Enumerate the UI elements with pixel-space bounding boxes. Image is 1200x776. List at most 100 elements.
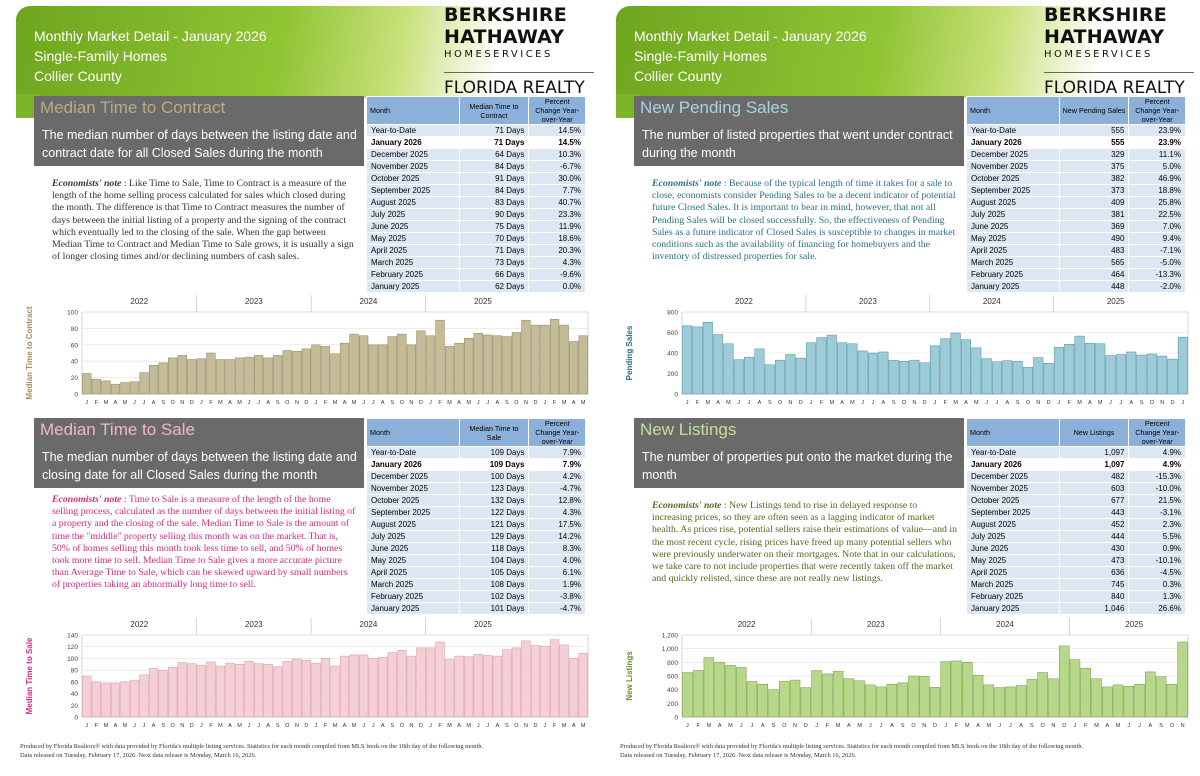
bar [416,647,426,718]
x-tick-label: J [133,723,136,729]
bar [744,356,755,395]
table-cell: -4.7% [528,602,586,615]
table-cell: 104 Days [458,554,530,567]
table-cell: 109 Days [458,446,530,459]
bar [397,649,407,718]
x-tick-label: N [295,723,299,729]
table-cell: 9.4% [1128,232,1186,245]
table-cell: 10.3% [528,148,586,161]
bar [91,681,101,718]
x-tick-label: A [457,400,461,406]
x-tick-label: J [740,723,743,729]
table-cell: -13.3% [1128,268,1186,281]
x-tick-label: A [266,400,270,406]
x-tick-label: J [996,400,999,406]
x-tick-label: M [562,723,567,729]
table-cell: 444 [1058,530,1130,543]
bar [1167,358,1178,395]
y-tick-label: 600 [667,330,678,337]
y-tick-label: 600 [667,674,678,681]
bar [692,670,704,718]
table-cell: 482 [1058,470,1130,483]
bar [120,681,130,718]
table-row: March 2025 73 Days 4.3% [366,256,586,269]
x-tick-label: J [248,723,251,729]
x-tick-label: N [1160,400,1164,406]
table-cell: 1,046 [1058,602,1130,615]
x-tick-label: M [237,400,242,406]
table-row: August 2025 409 25.8% [966,196,1186,209]
x-tick-label: J [477,400,480,406]
bar [888,359,899,395]
table-row: December 2025 100 Days 4.2% [366,470,586,483]
table-cell: June 2025 [966,220,1060,233]
bar [425,647,436,718]
x-tick-label: A [572,400,576,406]
x-tick-label: O [285,723,290,729]
table-cell: March 2025 [366,578,460,591]
bar [549,319,560,395]
x-tick-label: A [1129,400,1133,406]
bar [746,681,758,718]
table-cell: December 2025 [366,470,460,483]
x-tick-label: J [544,400,547,406]
table-cell: November 2025 [366,160,460,173]
x-tick-label: J [486,723,489,729]
bar [897,682,908,718]
x-tick-label: M [850,400,855,406]
table-cell: 4.9% [1128,446,1186,459]
table-cell: 84 Days [458,184,530,197]
x-tick-label: J [143,723,146,729]
x-tick-label: A [343,400,347,406]
data-table: Month Median Time to Sale Percent Change Y… [366,418,586,615]
bar [994,687,1005,718]
bar [775,359,786,395]
x-tick-label: N [1051,723,1055,729]
year-label: 2025 [474,620,492,629]
x-tick-label: A [1148,723,1152,729]
table-cell: -7.1% [1128,244,1186,257]
table-cell: 109 Days [458,458,530,471]
table-header-cell: Median Time to Sale [458,418,530,447]
table-cell: -4.5% [1128,566,1186,579]
note-text: : Time to Sale is a measure of the lengt… [52,494,356,591]
table-cell: -10.0% [1128,482,1186,495]
x-tick-label: M [466,723,471,729]
table-row: January 2026 1,097 4.9% [966,458,1186,471]
x-tick-label: M [333,400,338,406]
x-tick-label: M [218,400,223,406]
bar [387,336,397,395]
x-tick-label: M [728,723,733,729]
section-header: New Listings The number of properties pu… [634,418,964,488]
bar [991,361,1002,395]
x-tick-label: M [707,723,712,729]
table-row: June 2025 369 7.0% [966,220,1186,233]
x-tick-label: D [304,400,308,406]
table-row: January 2025 101 Days -4.7% [366,602,586,615]
table-cell: December 2025 [966,470,1060,483]
bar [282,661,292,718]
x-tick-label: M [104,400,109,406]
table-cell: 430 [1058,542,1130,555]
bar [359,654,369,718]
table-cell: 30.0% [528,172,586,185]
logo-line-2: HATHAWAY [1044,26,1165,48]
y-axis-label: Median Time to Sale [25,637,34,714]
table-cell: September 2025 [366,506,460,519]
x-tick-label: A [964,400,968,406]
table-row: November 2025 375 5.0% [966,160,1186,173]
x-tick-label: N [409,400,413,406]
table-header-cell: Percent Change Year-over-Year [1128,418,1186,447]
x-tick-label: J [1109,400,1112,406]
x-tick-label: J [85,723,88,729]
bar [713,334,724,395]
x-tick-label: A [152,400,156,406]
x-tick-label: M [333,723,338,729]
bar [292,351,302,395]
bar [139,674,149,718]
bar [682,325,693,395]
bar [785,354,796,395]
property-type: Single-Family Homes [634,48,768,64]
table-cell: August 2025 [966,196,1060,209]
bar [929,345,941,395]
